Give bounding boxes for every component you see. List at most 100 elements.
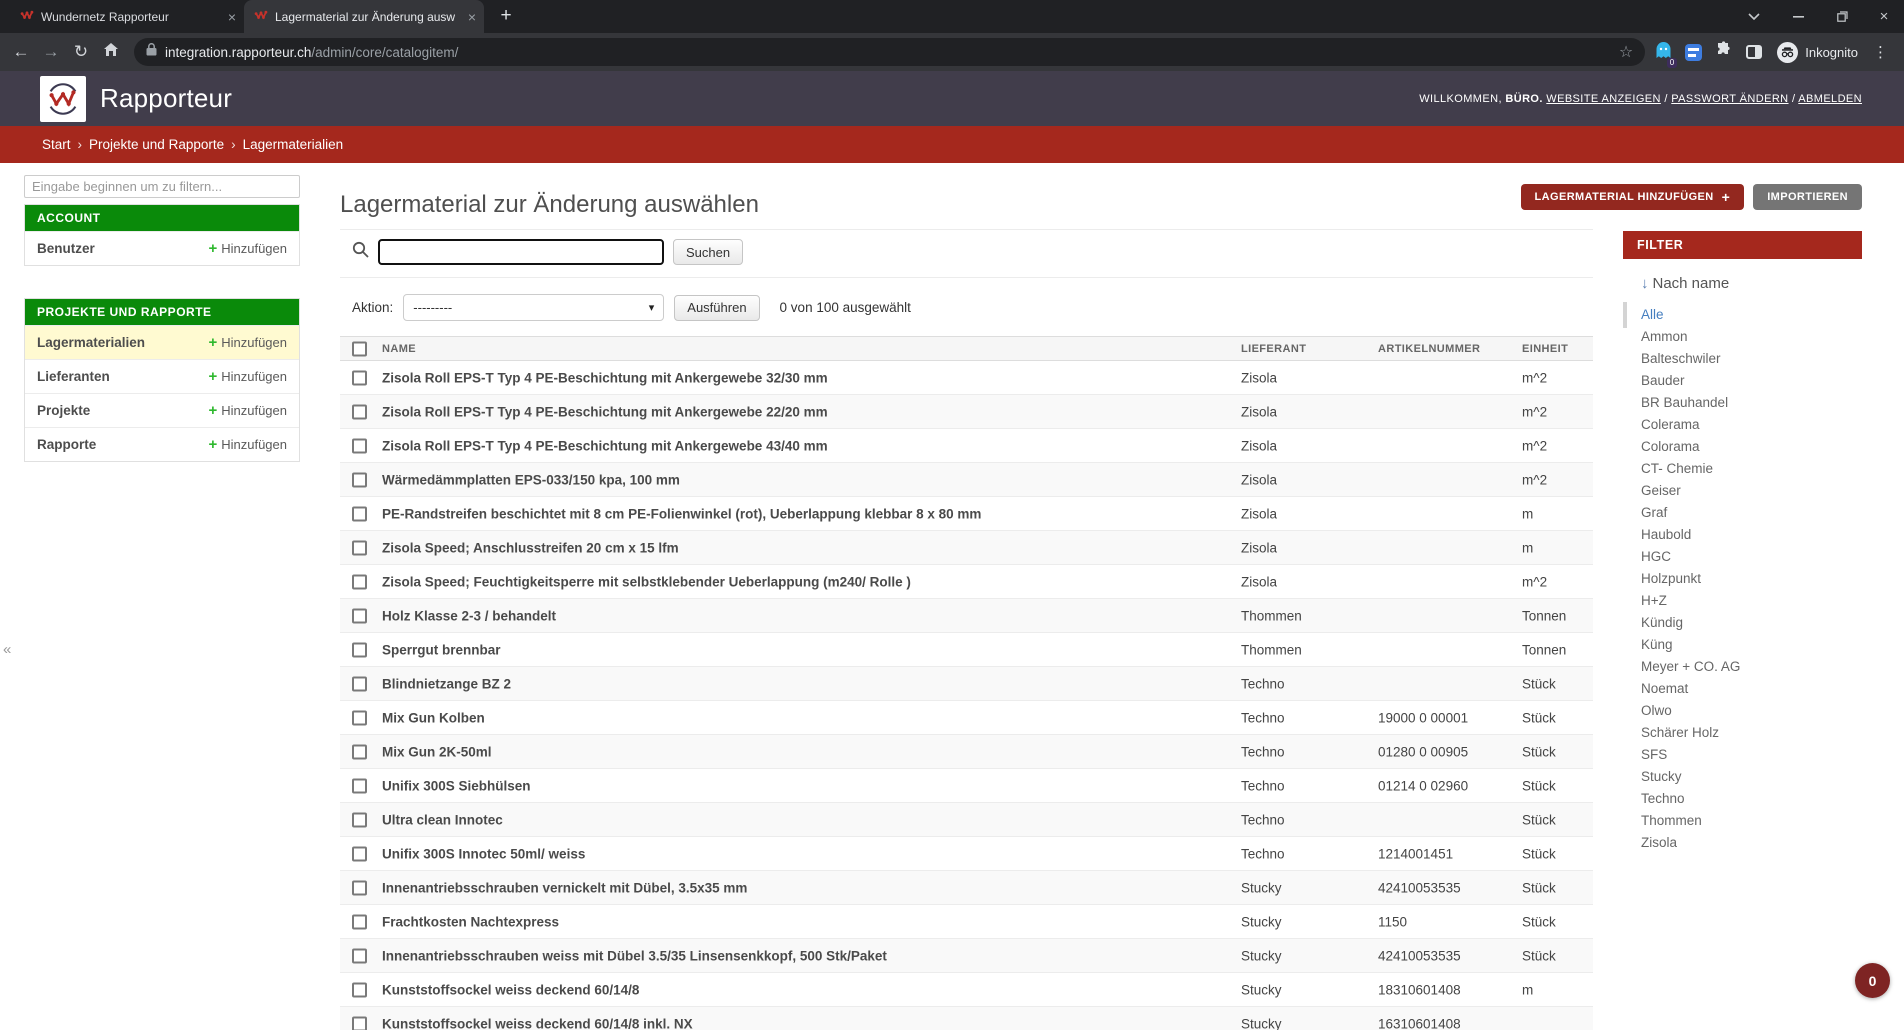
row-checkbox[interactable]	[352, 880, 367, 895]
cell-name[interactable]: PE-Randstreifen beschichtet mit 8 cm PE-…	[382, 506, 982, 521]
sidebar-item-benutzer[interactable]: Benutzer + Hinzufügen	[25, 231, 299, 265]
filter-item-graf[interactable]: Graf	[1641, 505, 1668, 520]
cell-name[interactable]: Kunststoffsockel weiss deckend 60/14/8	[382, 982, 640, 997]
column-header-name[interactable]: NAME	[382, 342, 416, 355]
sidebar-item-lagermaterialien[interactable]: Lagermaterialien + Hinzufügen	[25, 325, 299, 359]
cell-name[interactable]: Unifix 300S Siebhülsen	[382, 778, 531, 793]
column-header-einheit[interactable]: EINHEIT	[1522, 342, 1569, 355]
filter-item-thommen[interactable]: Thommen	[1641, 813, 1702, 828]
row-checkbox[interactable]	[352, 506, 367, 521]
row-checkbox[interactable]	[352, 404, 367, 419]
column-header-artikelnummer[interactable]: ARTIKELNUMMER	[1378, 342, 1481, 355]
filter-item-schärer-holz[interactable]: Schärer Holz	[1641, 725, 1720, 740]
search-button[interactable]: Suchen	[673, 239, 744, 265]
filter-item-techno[interactable]: Techno	[1641, 791, 1685, 806]
row-checkbox[interactable]	[352, 370, 367, 385]
sidebar-add-link[interactable]: + Hinzufügen	[208, 368, 287, 385]
sidebar-filter-input[interactable]	[24, 175, 300, 198]
filter-item-zisola[interactable]: Zisola	[1641, 835, 1678, 850]
sidebar-add-link[interactable]: + Hinzufügen	[208, 334, 287, 351]
add-lagermaterial-button[interactable]: LAGERMATERIAL HINZUFÜGEN +	[1520, 184, 1745, 210]
filter-item-hgc[interactable]: HGC	[1641, 549, 1671, 564]
row-checkbox[interactable]	[352, 676, 367, 691]
cell-name[interactable]: Zisola Roll EPS-T Typ 4 PE-Beschichtung …	[382, 438, 828, 453]
sidebar-item-label[interactable]: Lieferanten	[37, 369, 110, 384]
sidebar-item-label[interactable]: Projekte	[37, 403, 91, 418]
cell-name[interactable]: Zisola Speed; Anschlusstreifen 20 cm x 1…	[382, 540, 679, 555]
filter-item-bauder[interactable]: Bauder	[1641, 373, 1685, 388]
browser-tab[interactable]: Wundernetz Rapporteur ×	[10, 0, 244, 33]
search-input[interactable]	[378, 239, 664, 265]
cell-name[interactable]: Innenantriebsschrauben weiss mit Dübel 3…	[382, 948, 887, 963]
lock-icon[interactable]	[146, 43, 157, 61]
filter-item-br-bauhandel[interactable]: BR Bauhandel	[1641, 395, 1729, 410]
new-tab-button[interactable]: +	[500, 5, 512, 26]
filter-item-holzpunkt[interactable]: Holzpunkt	[1641, 571, 1702, 586]
breadcrumb-link[interactable]: Start	[42, 137, 71, 152]
row-checkbox[interactable]	[352, 574, 367, 589]
cell-name[interactable]: Innenantriebsschrauben vernickelt mit Dü…	[382, 880, 748, 895]
cell-name[interactable]: Mix Gun 2K-50ml	[382, 744, 492, 759]
back-icon[interactable]: ←	[12, 42, 30, 61]
filter-item-alle[interactable]: Alle	[1641, 307, 1664, 322]
sidebar-item-projekte[interactable]: Projekte + Hinzufügen	[25, 393, 299, 427]
filter-item-colorama[interactable]: Colorama	[1641, 439, 1700, 454]
sidebar-item-label[interactable]: Rapporte	[37, 437, 97, 452]
rapporteur-logo[interactable]	[40, 75, 86, 122]
cell-name[interactable]: Unifix 300S Innotec 50ml/ weiss	[382, 846, 586, 861]
column-header-lieferant[interactable]: LIEFERANT	[1241, 342, 1307, 355]
filter-item-noemat[interactable]: Noemat	[1641, 681, 1689, 696]
ghostery-extension-icon[interactable]: 0	[1655, 41, 1678, 68]
row-checkbox[interactable]	[352, 1016, 367, 1030]
browser-menu-icon[interactable]: ⋮	[1873, 44, 1888, 61]
filter-item-colerama[interactable]: Colerama	[1641, 417, 1700, 432]
cell-name[interactable]: Zisola Roll EPS-T Typ 4 PE-Beschichtung …	[382, 404, 828, 419]
cell-name[interactable]: Sperrgut brennbar	[382, 642, 501, 657]
sidebar-item-rapporte[interactable]: Rapporte + Hinzufügen	[25, 427, 299, 461]
cell-name[interactable]: Mix Gun Kolben	[382, 710, 485, 725]
action-select[interactable]: --------- ▾	[403, 294, 665, 321]
row-checkbox[interactable]	[352, 472, 367, 487]
sidebar-item-label[interactable]: Benutzer	[37, 241, 95, 256]
filter-item-geiser[interactable]: Geiser	[1641, 483, 1681, 498]
row-checkbox[interactable]	[352, 608, 367, 623]
row-checkbox[interactable]	[352, 982, 367, 997]
filter-item-ct-chemie[interactable]: CT- Chemie	[1641, 461, 1714, 476]
filter-item-balteschwiler[interactable]: Balteschwiler	[1641, 351, 1721, 366]
cell-name[interactable]: Zisola Speed; Feuchtigkeitsperre mit sel…	[382, 574, 911, 589]
cell-name[interactable]: Wärmedämmplatten EPS-033/150 kpa, 100 mm	[382, 472, 680, 487]
header-link-abmelden[interactable]: ABMELDEN	[1798, 92, 1862, 105]
filter-item-h+z[interactable]: H+Z	[1641, 593, 1667, 608]
bookmark-star-icon[interactable]: ☆	[1618, 44, 1634, 61]
execute-button[interactable]: Ausführen	[674, 294, 760, 321]
breadcrumb-link[interactable]: Projekte und Rapporte	[89, 137, 225, 152]
row-checkbox[interactable]	[352, 744, 367, 759]
row-checkbox[interactable]	[352, 948, 367, 963]
sidebar-collapse-toggle[interactable]: «	[3, 641, 12, 658]
tab-close-icon[interactable]: ×	[467, 8, 476, 25]
select-all-checkbox[interactable]	[352, 341, 367, 356]
sidebar-item-label[interactable]: Lagermaterialien	[37, 335, 146, 350]
row-checkbox[interactable]	[352, 914, 367, 929]
cell-name[interactable]: Kunststoffsockel weiss deckend 60/14/8 i…	[382, 1016, 693, 1030]
address-bar[interactable]: integration.rapporteur.ch/admin/core/cat…	[134, 38, 1646, 66]
header-link-website-anzeigen[interactable]: WEBSITE ANZEIGEN	[1546, 92, 1661, 105]
filter-item-sfs[interactable]: SFS	[1641, 747, 1668, 762]
sidebar-add-link[interactable]: + Hinzufügen	[208, 436, 287, 453]
sidebar-add-link[interactable]: + Hinzufügen	[208, 240, 287, 257]
filter-item-olwo[interactable]: Olwo	[1641, 703, 1672, 718]
row-checkbox[interactable]	[352, 710, 367, 725]
tab-search-chevron-icon[interactable]	[1732, 0, 1776, 33]
filter-item-meyer-+-co-ag[interactable]: Meyer + CO. AG	[1641, 659, 1741, 674]
sidebar-add-link[interactable]: + Hinzufügen	[208, 402, 287, 419]
browser-tab[interactable]: Lagermaterial zur Änderung ausw ×	[244, 0, 484, 33]
import-button[interactable]: IMPORTIEREN	[1753, 184, 1862, 210]
cell-name[interactable]: Ultra clean Innotec	[382, 812, 503, 827]
notification-bubble[interactable]: 0	[1855, 963, 1890, 998]
extensions-puzzle-icon[interactable]	[1715, 40, 1733, 64]
cell-name[interactable]: Frachtkosten Nachtexpress	[382, 914, 560, 929]
filter-item-stucky[interactable]: Stucky	[1641, 769, 1682, 784]
header-link-passwort-ndern[interactable]: PASSWORT ÄNDERN	[1671, 92, 1789, 105]
sidebar-item-lieferanten[interactable]: Lieferanten + Hinzufügen	[25, 359, 299, 393]
tab-close-icon[interactable]: ×	[227, 8, 236, 25]
